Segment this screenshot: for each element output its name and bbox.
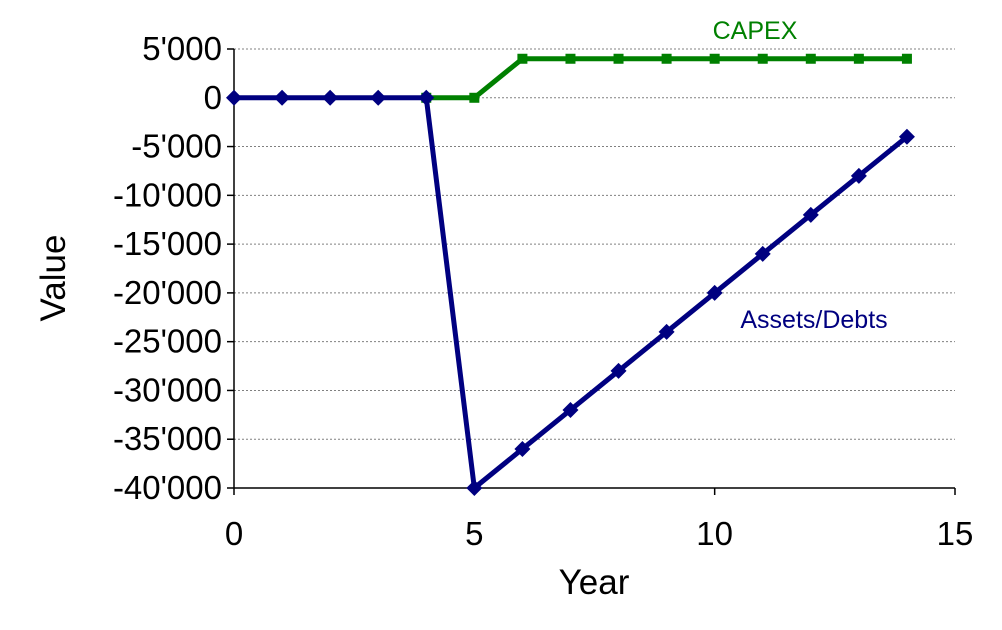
data-point-assets-debts	[610, 362, 627, 379]
x-axis-title: Year	[559, 563, 630, 602]
y-tick-label: -40'000	[113, 469, 222, 506]
data-point-assets-debts	[370, 89, 387, 106]
data-point-capex	[565, 53, 576, 64]
data-point-assets-debts	[802, 206, 819, 223]
y-tick-label: 0	[204, 79, 222, 116]
x-tick-label: 15	[937, 515, 974, 552]
data-point-capex	[517, 53, 528, 64]
series-label-capex: CAPEX	[713, 17, 798, 45]
data-point-capex	[853, 53, 864, 64]
y-tick-label: -5'000	[131, 128, 222, 165]
data-point-assets-debts	[226, 89, 242, 106]
data-point-capex	[805, 53, 816, 64]
data-point-assets-debts	[706, 284, 723, 301]
axes	[227, 48, 956, 495]
gridlines	[234, 48, 955, 440]
data-point-assets-debts	[514, 440, 531, 457]
x-tick-label: 5	[465, 515, 483, 552]
y-tick-label: -35'000	[113, 420, 222, 457]
y-tick-label: 5'000	[142, 30, 222, 67]
data-point-assets-debts	[898, 128, 915, 145]
tick-labels: 5'000 0 -5'000 -10'000 -15'000 -20'000 -25'000…	[113, 30, 973, 552]
y-axis-title: Value	[34, 235, 73, 322]
y-tick-label: -10'000	[113, 176, 222, 213]
data-point-capex	[709, 53, 720, 64]
y-tick-label: -25'000	[113, 323, 222, 360]
data-point-assets-debts	[418, 89, 435, 106]
data-point-capex	[661, 53, 672, 64]
y-tick-label: -20'000	[113, 274, 222, 311]
data-point-capex	[901, 53, 912, 64]
data-point-capex	[469, 92, 480, 103]
x-tick-label: 10	[696, 515, 733, 552]
data-point-capex	[613, 53, 624, 64]
data-point-assets-debts	[274, 89, 291, 106]
y-tick-label: -30'000	[113, 371, 222, 408]
series-label-assets-debts: Assets/Debts	[740, 306, 887, 334]
data-point-assets-debts	[658, 323, 675, 340]
data-point-assets-debts	[466, 480, 483, 496]
data-point-assets-debts	[562, 401, 579, 418]
data-point-assets-debts	[850, 167, 867, 184]
data-point-assets-debts	[322, 89, 339, 106]
series-group	[226, 53, 915, 496]
y-tick-label: -15'000	[113, 225, 222, 262]
data-point-assets-debts	[754, 245, 771, 262]
series-line-capex	[426, 56, 907, 101]
data-point-capex	[757, 53, 768, 64]
x-tick-label: 0	[225, 515, 243, 552]
